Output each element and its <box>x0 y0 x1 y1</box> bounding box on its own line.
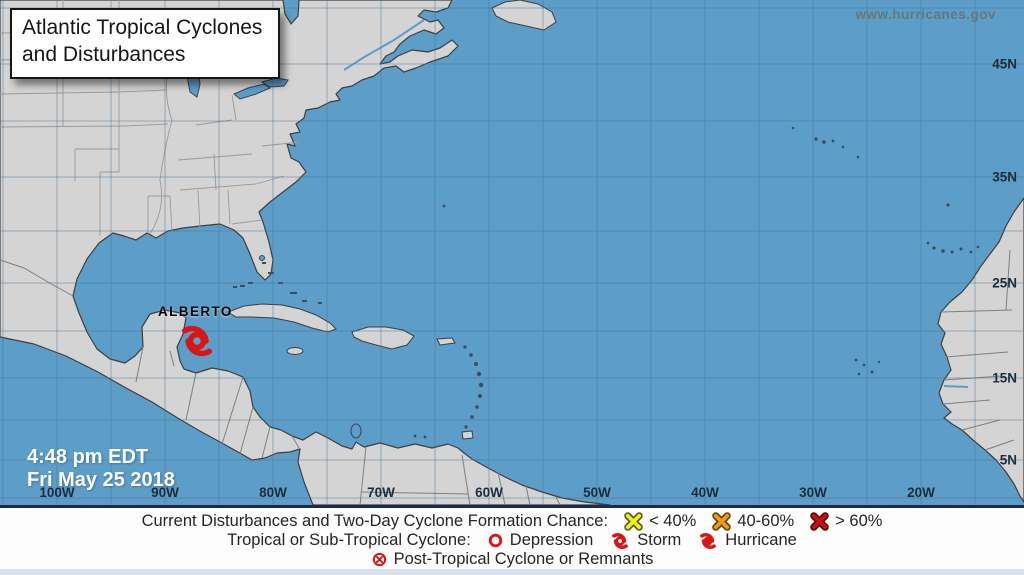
island-puerto-rico <box>436 337 456 346</box>
legend-hurricane-label: Hurricane <box>725 531 797 549</box>
islands-lesser-antilles <box>413 345 484 439</box>
country-borders <box>0 249 1015 505</box>
legend-item-hurricane: Hurricane <box>697 530 797 552</box>
lon-label-60w: 60W <box>475 485 503 500</box>
timestamp-date: Fri May 25 2018 <box>27 469 175 492</box>
gambia-river <box>943 385 969 388</box>
legend-item-chance-high: > 60% <box>810 512 882 531</box>
legend-chance-mid-label: 40-60% <box>737 512 795 530</box>
lon-label-50w: 50W <box>583 485 611 500</box>
website-watermark: www.hurricanes.gov <box>855 7 996 22</box>
island-cuba <box>226 303 337 333</box>
post-tropical-icon <box>372 552 386 567</box>
lon-label-70w: 70W <box>367 485 395 500</box>
bottom-strip <box>0 569 1024 575</box>
tropical-storm-legend-icon <box>612 532 629 549</box>
legend-item-chance-mid: 40-60% <box>712 512 794 531</box>
timestamp-time: 4:48 pm EDT <box>27 446 149 468</box>
legend-row-post-tropical: Post-Tropical Cyclone or Remnants <box>371 550 654 569</box>
legend-row-disturbances: Current Disturbances and Two-Day Cyclone… <box>141 512 882 531</box>
islands-madeira-canary <box>926 203 980 254</box>
storm-name-label: ALBERTO <box>158 304 233 319</box>
lat-label-35n: 35N <box>992 169 1017 185</box>
lon-label-30w: 30W <box>799 485 827 500</box>
map-title-line1: Atlantic Tropical Cyclones <box>22 16 263 39</box>
lon-label-80w: 80W <box>259 485 287 500</box>
islands-bahamas <box>262 262 322 304</box>
lake-okeechobee <box>259 255 265 261</box>
x-mark-red-icon <box>810 512 829 531</box>
legend-row-cyclones: Tropical or Sub-Tropical Cyclone: Depres… <box>227 531 797 550</box>
legend-storm-label: Storm <box>637 531 682 549</box>
island-newfoundland <box>491 0 557 31</box>
islands-florida-keys <box>233 282 253 288</box>
legend-item-depression: Depression <box>487 531 593 550</box>
island-jamaica <box>286 347 304 355</box>
map-timestamp: 4:48 pm EDT Fri May 25 2018 <box>27 446 175 493</box>
islands-azores <box>791 126 860 159</box>
legend: Current Disturbances and Two-Day Cyclone… <box>0 508 1024 569</box>
lon-label-20w: 20W <box>907 485 935 500</box>
legend-item-post-tropical: Post-Tropical Cyclone or Remnants <box>371 550 654 569</box>
land-africa <box>937 197 1024 503</box>
x-mark-orange-icon <box>712 512 732 531</box>
island-bermuda <box>442 204 446 208</box>
tropical-storm-icon[interactable] <box>181 325 213 357</box>
island-trinidad <box>461 430 474 440</box>
lon-label-40w: 40W <box>691 485 719 500</box>
map-canvas <box>0 0 1024 505</box>
legend-line1-label: Current Disturbances and Two-Day Cyclone… <box>141 512 609 530</box>
map-legend-divider <box>0 505 1024 508</box>
island-hispaniola <box>351 326 415 350</box>
lat-label-25n: 25N <box>992 275 1017 291</box>
lat-label-15n: 15N <box>992 370 1017 386</box>
lat-label-45n: 45N <box>992 56 1017 72</box>
x-mark-yellow-icon <box>624 512 643 531</box>
hurricane-icon <box>700 532 717 549</box>
lon-label-100w: 100W <box>39 485 75 500</box>
map-title-line2: and Disturbances <box>22 42 186 66</box>
legend-item-chance-low: < 40% <box>624 512 696 531</box>
map-title: Atlantic Tropical Cyclones and Disturban… <box>10 8 281 79</box>
lon-label-90w: 90W <box>151 485 179 500</box>
legend-post-tropical-label: Post-Tropical Cyclone or Remnants <box>393 550 654 568</box>
legend-depression-label: Depression <box>509 531 594 549</box>
atlantic-outlook-map: Atlantic Tropical Cyclones and Disturban… <box>0 0 1024 505</box>
lat-label-5n: 5N <box>999 452 1017 468</box>
graticule <box>0 0 1024 505</box>
legend-line2-label: Tropical or Sub-Tropical Cyclone: <box>227 531 471 549</box>
land-americas <box>0 0 611 505</box>
legend-chance-high-label: > 60% <box>835 512 883 530</box>
st-lawrence-river <box>343 19 425 71</box>
legend-item-storm: Storm <box>609 530 681 552</box>
legend-chance-low-label: < 40% <box>649 512 697 530</box>
islands-cape-verde <box>854 358 881 376</box>
lake-maracaibo <box>350 423 362 439</box>
depression-icon <box>488 533 503 548</box>
